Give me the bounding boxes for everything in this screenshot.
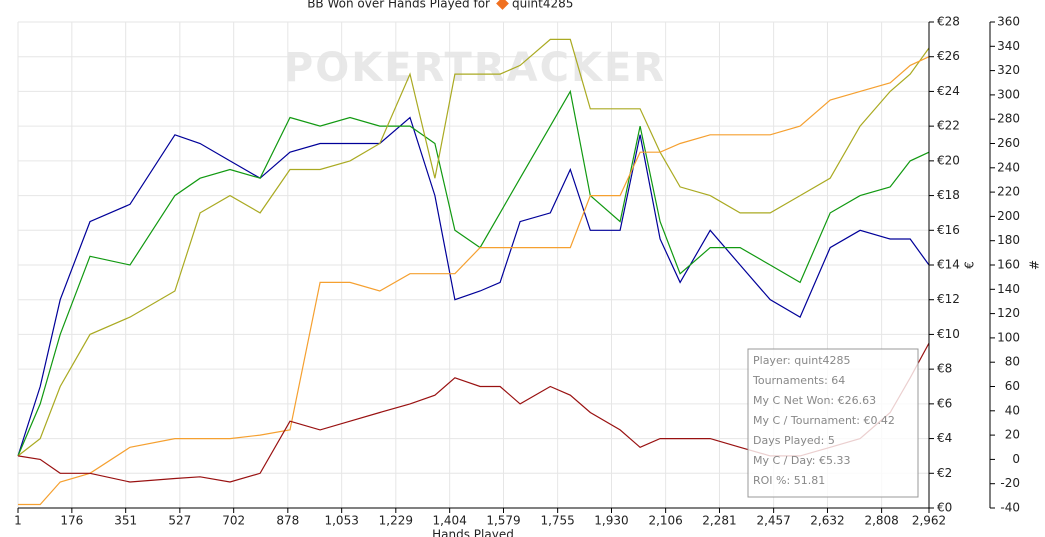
y-tick-label: €26: [937, 49, 960, 63]
y-tick-label: €14: [937, 258, 960, 272]
y2-tick-label: 220: [997, 185, 1020, 199]
y-tick-label: €6: [937, 396, 952, 410]
x-tick-label: 2,106: [648, 514, 682, 528]
info-line: Tournaments: 64: [752, 374, 845, 387]
y2-tick-label: 160: [997, 258, 1020, 272]
x-axis-title: Hands Played: [432, 528, 514, 537]
info-line: My C / Day: €5.33: [753, 454, 851, 467]
y2-tick-label: 0: [1012, 452, 1020, 466]
y-axis-title: €: [963, 261, 977, 269]
x-tick-label: 1,755: [540, 514, 574, 528]
watermark: POKERTRACKER: [284, 45, 666, 91]
y2-tick-label: 120: [997, 306, 1020, 320]
x-tick-label: 2,632: [810, 514, 844, 528]
y-tick-label: €20: [937, 153, 960, 167]
series-line: [17, 89, 930, 457]
y-tick-label: €10: [937, 327, 960, 341]
y2-tick-label: 300: [997, 87, 1020, 101]
y2-tick-label: 280: [997, 112, 1020, 126]
x-tick-label: 2,808: [864, 514, 898, 528]
x-tick-label: 2,281: [702, 514, 736, 528]
y-tick-label: €2: [937, 466, 952, 480]
info-line: My C Net Won: €26.63: [753, 394, 876, 407]
y2-tick-label: -40: [1000, 501, 1020, 515]
x-tick-label: 1,930: [594, 514, 628, 528]
x-tick-label: 1,579: [486, 514, 520, 528]
y-tick-label: €4: [937, 431, 952, 445]
y-tick-label: €16: [937, 223, 960, 237]
y-tick-label: €24: [937, 84, 960, 98]
y2-tick-label: -20: [1000, 476, 1020, 490]
y2-tick-label: 360: [997, 15, 1020, 29]
y2-tick-label: 140: [997, 282, 1020, 296]
x-tick-label: 351: [114, 514, 137, 528]
y2-tick-label: 260: [997, 136, 1020, 150]
info-line: ROI %: 51.81: [753, 474, 825, 487]
y-tick-label: €28: [937, 15, 960, 29]
x-tick-label: 878: [276, 514, 299, 528]
x-tick-label: 1: [14, 514, 22, 528]
info-box: [747, 348, 919, 498]
y2-tick-label: 60: [1005, 379, 1020, 393]
y2-tick-label: 240: [997, 160, 1020, 174]
x-tick-label: 527: [168, 514, 191, 528]
y2-tick-label: 100: [997, 330, 1020, 344]
info-line: My C / Tournament: €0.42: [753, 414, 895, 427]
x-tick-label: 1,229: [379, 514, 413, 528]
info-line: Player: quint4285: [753, 354, 851, 367]
y2-tick-label: 200: [997, 209, 1020, 223]
y2-tick-label: 20: [1005, 428, 1020, 442]
x-tick-label: 702: [222, 514, 245, 528]
y2-tick-label: 320: [997, 63, 1020, 77]
x-tick-label: 1,053: [324, 514, 358, 528]
series-line: [17, 38, 930, 457]
y-tick-label: €12: [937, 292, 960, 306]
y2-tick-label: 180: [997, 233, 1020, 247]
x-tick-label: 2,962: [912, 514, 946, 528]
y-tick-label: €22: [937, 119, 960, 133]
chart-title: BB Won over Hands Played for: [307, 0, 490, 11]
y2-tick-label: 40: [1005, 403, 1020, 417]
series-line: [17, 116, 930, 457]
info-line: Days Played: 5: [753, 434, 835, 447]
y2-tick-label: 80: [1005, 355, 1020, 369]
x-tick-label: 176: [60, 514, 83, 528]
player-icon: [496, 0, 509, 10]
series-line: [18, 56, 930, 506]
y-tick-label: €0: [937, 501, 952, 515]
x-tick-label: 1,404: [432, 514, 466, 528]
y2-axis-title: #: [1028, 260, 1042, 270]
y2-tick-label: 340: [997, 39, 1020, 53]
y-tick-label: €18: [937, 188, 960, 202]
x-tick-label: 2,457: [756, 514, 790, 528]
y-tick-label: €8: [937, 362, 952, 376]
chart-title-player: quint4285: [512, 0, 573, 11]
